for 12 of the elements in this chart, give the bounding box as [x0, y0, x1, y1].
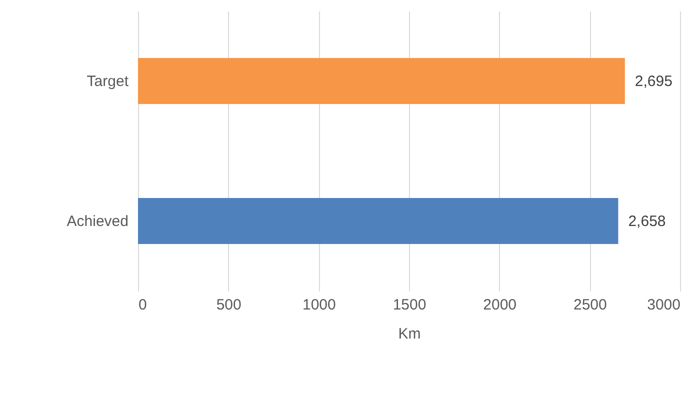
x-tick-label: 1000 — [302, 296, 336, 314]
data-label: 2,695 — [634, 73, 672, 90]
x-tick-label: 2500 — [573, 296, 607, 314]
y-tick-label: Target — [86, 73, 130, 90]
x-tick-label: 2000 — [483, 296, 517, 314]
y-tick-label: Achieved — [66, 213, 128, 230]
x-tick-label: 500 — [216, 296, 242, 314]
data-label: 2,658 — [628, 213, 666, 230]
x-tick-label: 1500 — [392, 296, 426, 314]
x-tick-label: 0 — [138, 296, 147, 314]
x-axis-title: Km — [398, 326, 421, 342]
x-tick-label: 3000 — [647, 296, 680, 314]
